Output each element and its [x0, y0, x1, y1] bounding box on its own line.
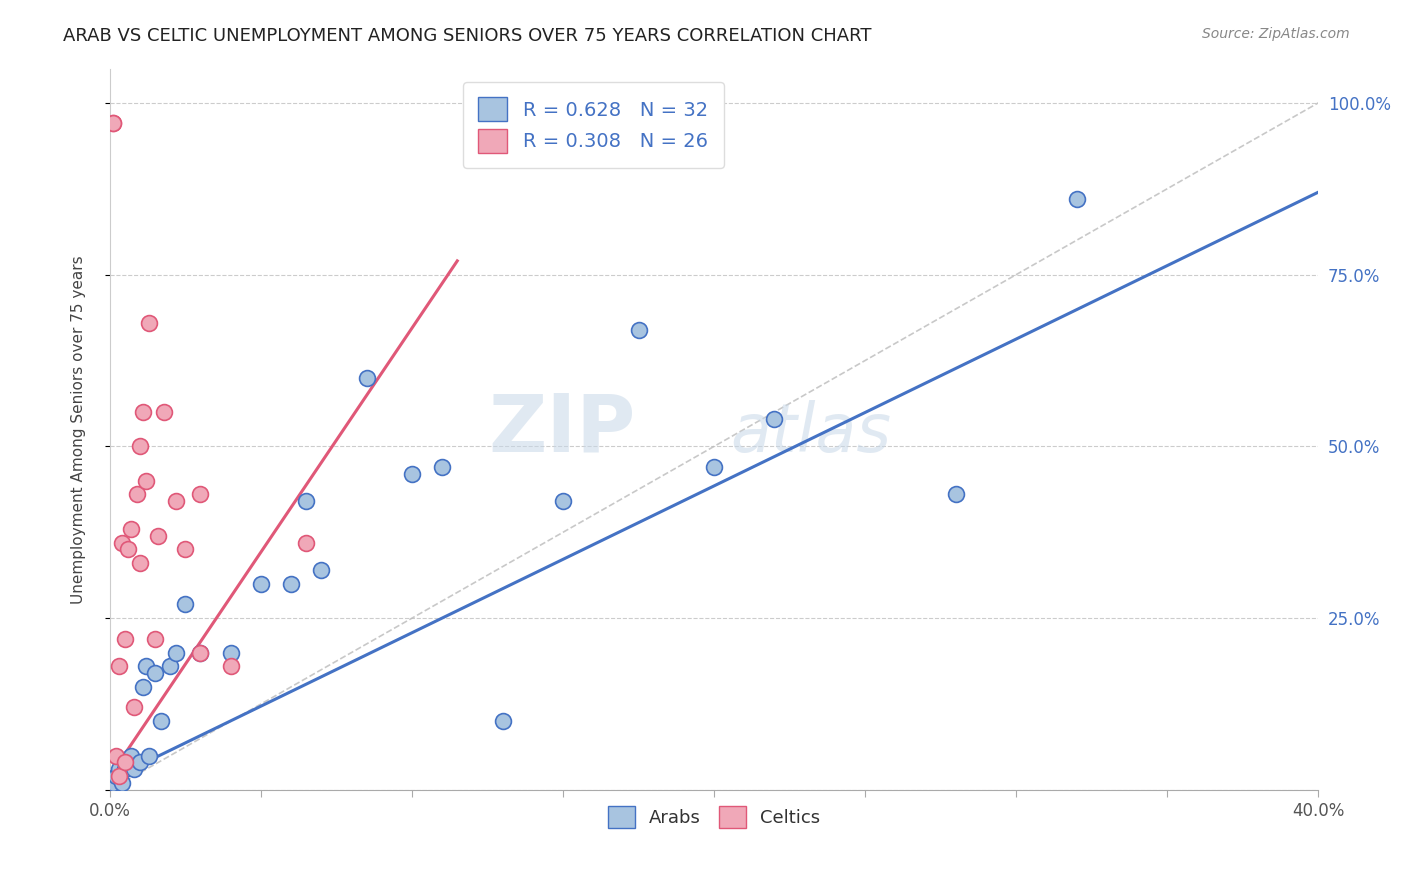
- Point: [138, 316, 160, 330]
- Text: atlas: atlas: [730, 400, 891, 466]
- Point: [129, 756, 152, 770]
- Point: [763, 412, 786, 426]
- Text: Source: ZipAtlas.com: Source: ZipAtlas.com: [1202, 27, 1350, 41]
- Point: [120, 748, 142, 763]
- Point: [190, 646, 212, 660]
- Point: [627, 323, 650, 337]
- Point: [174, 542, 197, 557]
- Point: [129, 439, 152, 453]
- Point: [104, 769, 127, 783]
- Point: [120, 522, 142, 536]
- Point: [135, 474, 157, 488]
- Point: [190, 646, 212, 660]
- Point: [219, 659, 242, 673]
- Point: [114, 756, 136, 770]
- Point: [250, 576, 273, 591]
- Point: [143, 666, 166, 681]
- Point: [295, 535, 318, 549]
- Point: [219, 646, 242, 660]
- Point: [108, 659, 131, 673]
- Point: [703, 460, 725, 475]
- Point: [1066, 192, 1088, 206]
- Point: [165, 494, 187, 508]
- Point: [280, 576, 302, 591]
- Point: [143, 632, 166, 646]
- Text: ZIP: ZIP: [488, 390, 636, 468]
- Point: [104, 748, 127, 763]
- Point: [148, 529, 170, 543]
- Point: [401, 467, 423, 481]
- Point: [101, 116, 124, 130]
- Point: [111, 535, 134, 549]
- Point: [356, 370, 378, 384]
- Point: [114, 632, 136, 646]
- Point: [101, 116, 124, 130]
- Point: [111, 776, 134, 790]
- Point: [122, 762, 145, 776]
- Legend: Arabs, Celtics: Arabs, Celtics: [600, 798, 828, 835]
- Point: [108, 769, 131, 783]
- Point: [945, 487, 967, 501]
- Point: [165, 646, 187, 660]
- Point: [135, 659, 157, 673]
- Text: ARAB VS CELTIC UNEMPLOYMENT AMONG SENIORS OVER 75 YEARS CORRELATION CHART: ARAB VS CELTIC UNEMPLOYMENT AMONG SENIOR…: [63, 27, 872, 45]
- Point: [159, 659, 181, 673]
- Point: [150, 714, 173, 729]
- Point: [430, 460, 453, 475]
- Point: [129, 556, 152, 570]
- Point: [132, 680, 155, 694]
- Point: [138, 748, 160, 763]
- Point: [153, 405, 176, 419]
- Point: [132, 405, 155, 419]
- Point: [117, 542, 139, 557]
- Point: [125, 487, 148, 501]
- Point: [114, 762, 136, 776]
- Y-axis label: Unemployment Among Seniors over 75 years: Unemployment Among Seniors over 75 years: [72, 255, 86, 604]
- Point: [190, 487, 212, 501]
- Point: [101, 776, 124, 790]
- Point: [295, 494, 318, 508]
- Point: [122, 700, 145, 714]
- Point: [108, 762, 131, 776]
- Point: [551, 494, 574, 508]
- Point: [174, 598, 197, 612]
- Point: [491, 714, 513, 729]
- Point: [311, 563, 333, 577]
